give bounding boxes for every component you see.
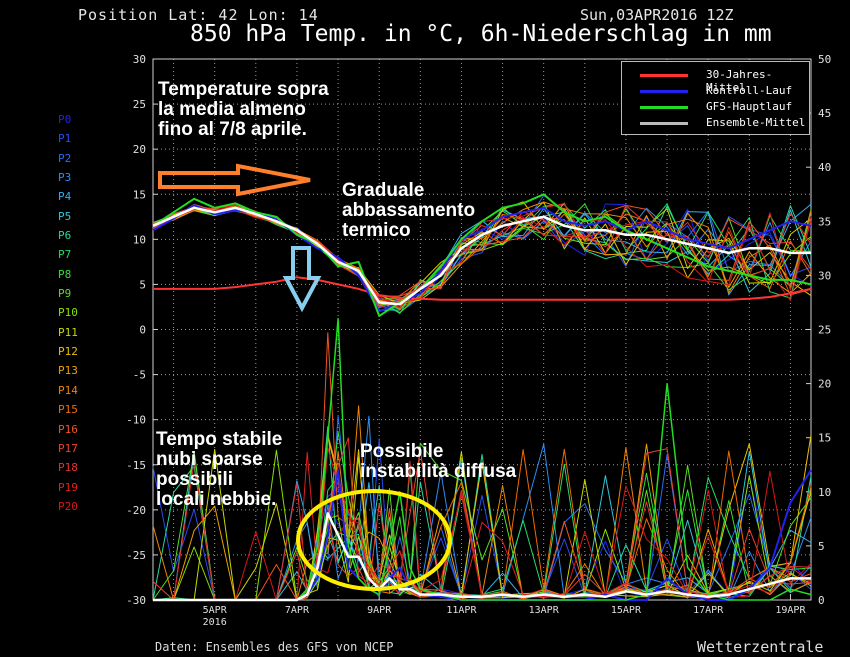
x-tick-label: 5APR	[203, 605, 228, 616]
member-label: P8	[58, 267, 72, 281]
climate-mean-line	[153, 276, 812, 301]
ensemble-mean-temp-line	[152, 206, 811, 306]
y-right-tick-label: 0	[818, 594, 825, 607]
member-label: P7	[58, 248, 72, 262]
annotation-arrows	[158, 163, 452, 591]
member-label: P10	[58, 306, 78, 320]
member-label: P16	[58, 422, 78, 436]
legend-entry: Ensemble-Mittel	[622, 115, 809, 131]
y-left-tick-label: -10	[126, 414, 146, 427]
chart-title: 850 hPa Temp. in °C, 6h-Niederschlag in …	[190, 21, 772, 47]
member-label: P0	[58, 113, 72, 126]
y-left-tick-label: -30	[126, 594, 146, 607]
member-list: P0 P1 P2 P3 P4 P5 P6 P7 P8 P9 P10 P11 P12 P13 P14 P15 P1…	[58, 110, 78, 516]
legend-swatch	[640, 74, 688, 77]
annotation-stable-weather: Tempo stabile nubi sparse possibili loca…	[156, 429, 283, 510]
chart-legend: 30-Jahres-Mittel Kontroll-Lauf GFS-Hauptla…	[621, 61, 810, 135]
member-label: P6	[58, 229, 72, 243]
member-label: P14	[58, 383, 78, 397]
y-left-tick-label: 5	[139, 278, 146, 291]
legend-label: GFS-Hauptlauf	[706, 100, 793, 113]
y-left-tick-label: 0	[139, 324, 146, 337]
x-tick-label: 9APR	[367, 605, 392, 616]
legend-swatch	[640, 106, 688, 109]
member-label: P20	[58, 499, 78, 513]
y-right-tick-label: 40	[818, 161, 831, 174]
y-right-tick-label: 20	[818, 378, 831, 391]
blue-down-arrow	[282, 246, 322, 313]
y-right-tick-label: 50	[818, 53, 831, 66]
member-label: P2	[58, 151, 72, 165]
x-tick-year: 2016	[203, 617, 227, 628]
main-run-temp-line	[152, 193, 812, 317]
x-tick-label: 19APR	[775, 605, 806, 616]
y-right-tick-label: 10	[818, 486, 831, 499]
member-label: P18	[58, 461, 78, 475]
y-left-tick-label: 30	[133, 53, 146, 66]
annotation-warm-period: Temperature sopra la media almeno fino a…	[158, 79, 329, 140]
legend-label: Ensemble-Mittel	[706, 116, 806, 129]
y-right-tick-label: 30	[818, 269, 831, 282]
y-right-tick-label: 5	[818, 540, 825, 553]
y-left-tick-label: 20	[133, 143, 146, 156]
y-right-tick-label: 45	[818, 107, 831, 120]
member-label: P3	[58, 171, 72, 185]
member-temp-line	[152, 204, 812, 309]
member-label: P1	[58, 132, 72, 146]
x-tick-label: 17APR	[693, 605, 724, 616]
brand-label: Wetterzentrale	[697, 638, 824, 656]
run-date: Sun,03APR2016 12Z	[580, 6, 734, 24]
member-label: P12	[58, 345, 78, 359]
member-label: P4	[58, 190, 72, 204]
x-tick-label: 15APR	[611, 605, 642, 616]
y-left-tick-label: 10	[133, 233, 146, 246]
member-label: P17	[58, 441, 78, 455]
grid-lines	[153, 58, 811, 601]
data-credit: Daten: Ensembles des GFS von NCEP	[155, 640, 394, 654]
member-label: P15	[58, 403, 78, 417]
y-right-tick-label: 15	[818, 432, 831, 445]
ensemble-mean-precip-line	[153, 512, 811, 602]
series-lines	[152, 193, 812, 602]
member-label: P5	[58, 209, 72, 223]
y-left-tick-label: -15	[126, 459, 146, 472]
x-tick-label: 11APR	[446, 605, 477, 616]
y-right-tick-label: 25	[818, 324, 831, 337]
legend-entry: Kontroll-Lauf	[622, 83, 809, 99]
legend-swatch	[640, 90, 688, 93]
member-label: P11	[58, 325, 78, 339]
legend-entry: 30-Jahres-Mittel	[622, 67, 809, 94]
ensemble-member-lines	[152, 195, 812, 601]
y-left-tick-label: 15	[133, 188, 146, 201]
member-temp-line	[152, 203, 812, 310]
x-tick-label: 7APR	[285, 605, 310, 616]
x-tick-label: 13APR	[529, 605, 560, 616]
y-left-tick-label: -20	[126, 504, 146, 517]
yellow-highlight-ellipse	[296, 489, 452, 591]
y-left-tick-label: -25	[126, 549, 146, 562]
position-label: Position Lat: 42 Lon: 14	[78, 6, 319, 24]
annotation-cooling: Graduale abbassamento termico	[342, 180, 476, 241]
annotation-instability: Possibile instabilità diffusa	[360, 441, 517, 482]
y-left-tick-label: -5	[133, 369, 146, 382]
legend-entry: GFS-Hauptlauf	[622, 99, 809, 115]
axis-ticks: 302520151050-5-10-15-20-25-3050454035302…	[126, 53, 831, 628]
member-label: P13	[58, 364, 78, 378]
legend-swatch	[640, 122, 688, 125]
member-precip-line	[152, 448, 812, 601]
legend-label: Kontroll-Lauf	[706, 84, 793, 97]
y-right-tick-label: 35	[818, 215, 831, 228]
y-left-tick-label: 25	[133, 98, 146, 111]
legend-label: 30-Jahres-Mittel	[706, 68, 773, 94]
member-label: P19	[58, 480, 78, 494]
orange-right-arrow	[158, 163, 311, 197]
member-label: P9	[58, 287, 72, 301]
